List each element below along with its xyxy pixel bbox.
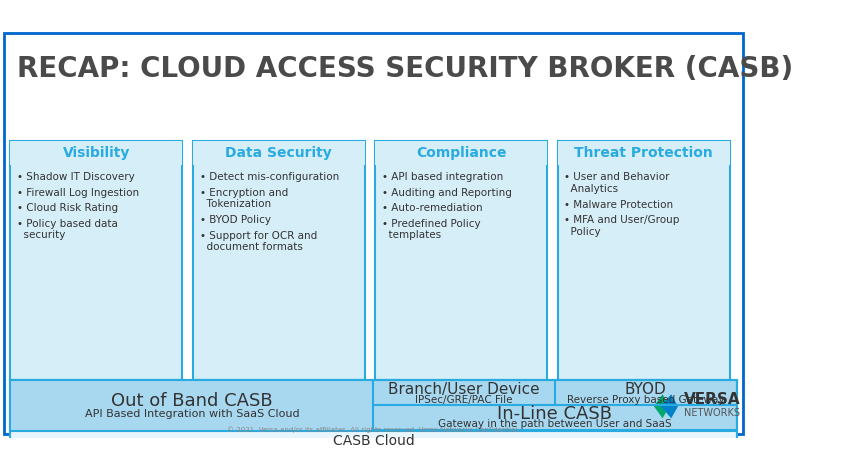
Text: API Based Integration with SaaS Cloud: API Based Integration with SaaS Cloud [84,408,299,418]
Text: Out of Band CASB: Out of Band CASB [111,392,273,410]
FancyBboxPatch shape [4,33,743,434]
Text: • Policy based data
  security: • Policy based data security [17,218,118,240]
Text: © 2021  Versa and/or its affiliates. All rights reserved. Versa Networks Confide: © 2021 Versa and/or its affiliates. All … [227,426,520,433]
Text: Branch/User Device: Branch/User Device [388,382,540,397]
Text: Visibility: Visibility [62,146,130,160]
Text: VERSA: VERSA [684,392,740,407]
Text: Gateway in the path between User and SaaS: Gateway in the path between User and Saa… [438,419,672,429]
FancyBboxPatch shape [557,141,730,380]
Text: Threat Protection: Threat Protection [575,146,713,160]
Polygon shape [654,394,669,418]
Text: Data Security: Data Security [226,146,332,160]
FancyBboxPatch shape [375,141,547,380]
Text: RECAP: CLOUD ACCESS SECURITY BROKER (CASB): RECAP: CLOUD ACCESS SECURITY BROKER (CAS… [17,55,793,83]
Text: • User and Behavior
  Analytics: • User and Behavior Analytics [564,172,670,194]
Text: • Auditing and Reporting: • Auditing and Reporting [382,188,512,198]
FancyBboxPatch shape [193,141,365,165]
Text: • Shadow IT Discovery: • Shadow IT Discovery [17,172,135,182]
Text: • MFA and User/Group
  Policy: • MFA and User/Group Policy [564,215,680,237]
Text: • Predefined Policy
  templates: • Predefined Policy templates [382,218,481,240]
FancyBboxPatch shape [193,141,365,380]
Text: • Auto-remediation: • Auto-remediation [382,203,483,213]
Text: CASB Cloud: CASB Cloud [332,434,414,448]
FancyBboxPatch shape [10,141,182,165]
Text: • Support for OCR and
  document formats: • Support for OCR and document formats [200,231,317,252]
FancyBboxPatch shape [10,141,182,380]
Polygon shape [661,394,678,418]
Text: Compliance: Compliance [416,146,506,160]
Text: • Encryption and
  Tokenization: • Encryption and Tokenization [200,188,288,209]
FancyBboxPatch shape [10,380,373,429]
Text: BYOD: BYOD [625,382,667,397]
Text: • Cloud Risk Rating: • Cloud Risk Rating [17,203,118,213]
Text: Reverse Proxy based Gateway: Reverse Proxy based Gateway [567,395,725,405]
FancyBboxPatch shape [375,141,547,165]
Text: In-Line CASB: In-Line CASB [497,405,613,423]
Text: • Malware Protection: • Malware Protection [564,200,674,210]
Text: • Detect mis-configuration: • Detect mis-configuration [200,172,339,182]
Text: NETWORKS: NETWORKS [684,408,740,418]
Text: • Firewall Log Ingestion: • Firewall Log Ingestion [17,188,140,198]
FancyBboxPatch shape [10,380,737,429]
Text: • BYOD Policy: • BYOD Policy [200,215,271,225]
FancyBboxPatch shape [557,141,730,165]
Text: IPSec/GRE/PAC File: IPSec/GRE/PAC File [416,395,513,405]
Text: • API based integration: • API based integration [382,172,503,182]
FancyBboxPatch shape [10,431,737,450]
